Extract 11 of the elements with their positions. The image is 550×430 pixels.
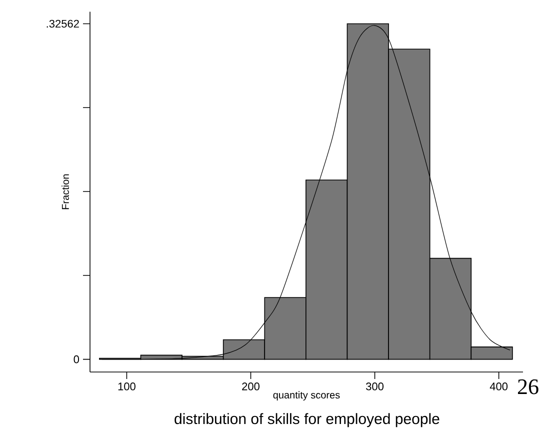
x-tick-label: 400 [490,382,508,390]
x-axis-title: quantity scores [273,391,340,400]
y-axis-title: Fraction [62,174,69,210]
x-tick-label: 200 [242,382,260,390]
line-series [102,25,510,360]
x-tick-label: 100 [118,382,136,390]
text: 26 [518,379,538,394]
text: distribution of skills for employed people [174,413,440,428]
y-tick-label: 0 [74,355,80,364]
x-tick-label: 300 [366,382,384,390]
y-tick-label: .32562 [46,20,79,28]
